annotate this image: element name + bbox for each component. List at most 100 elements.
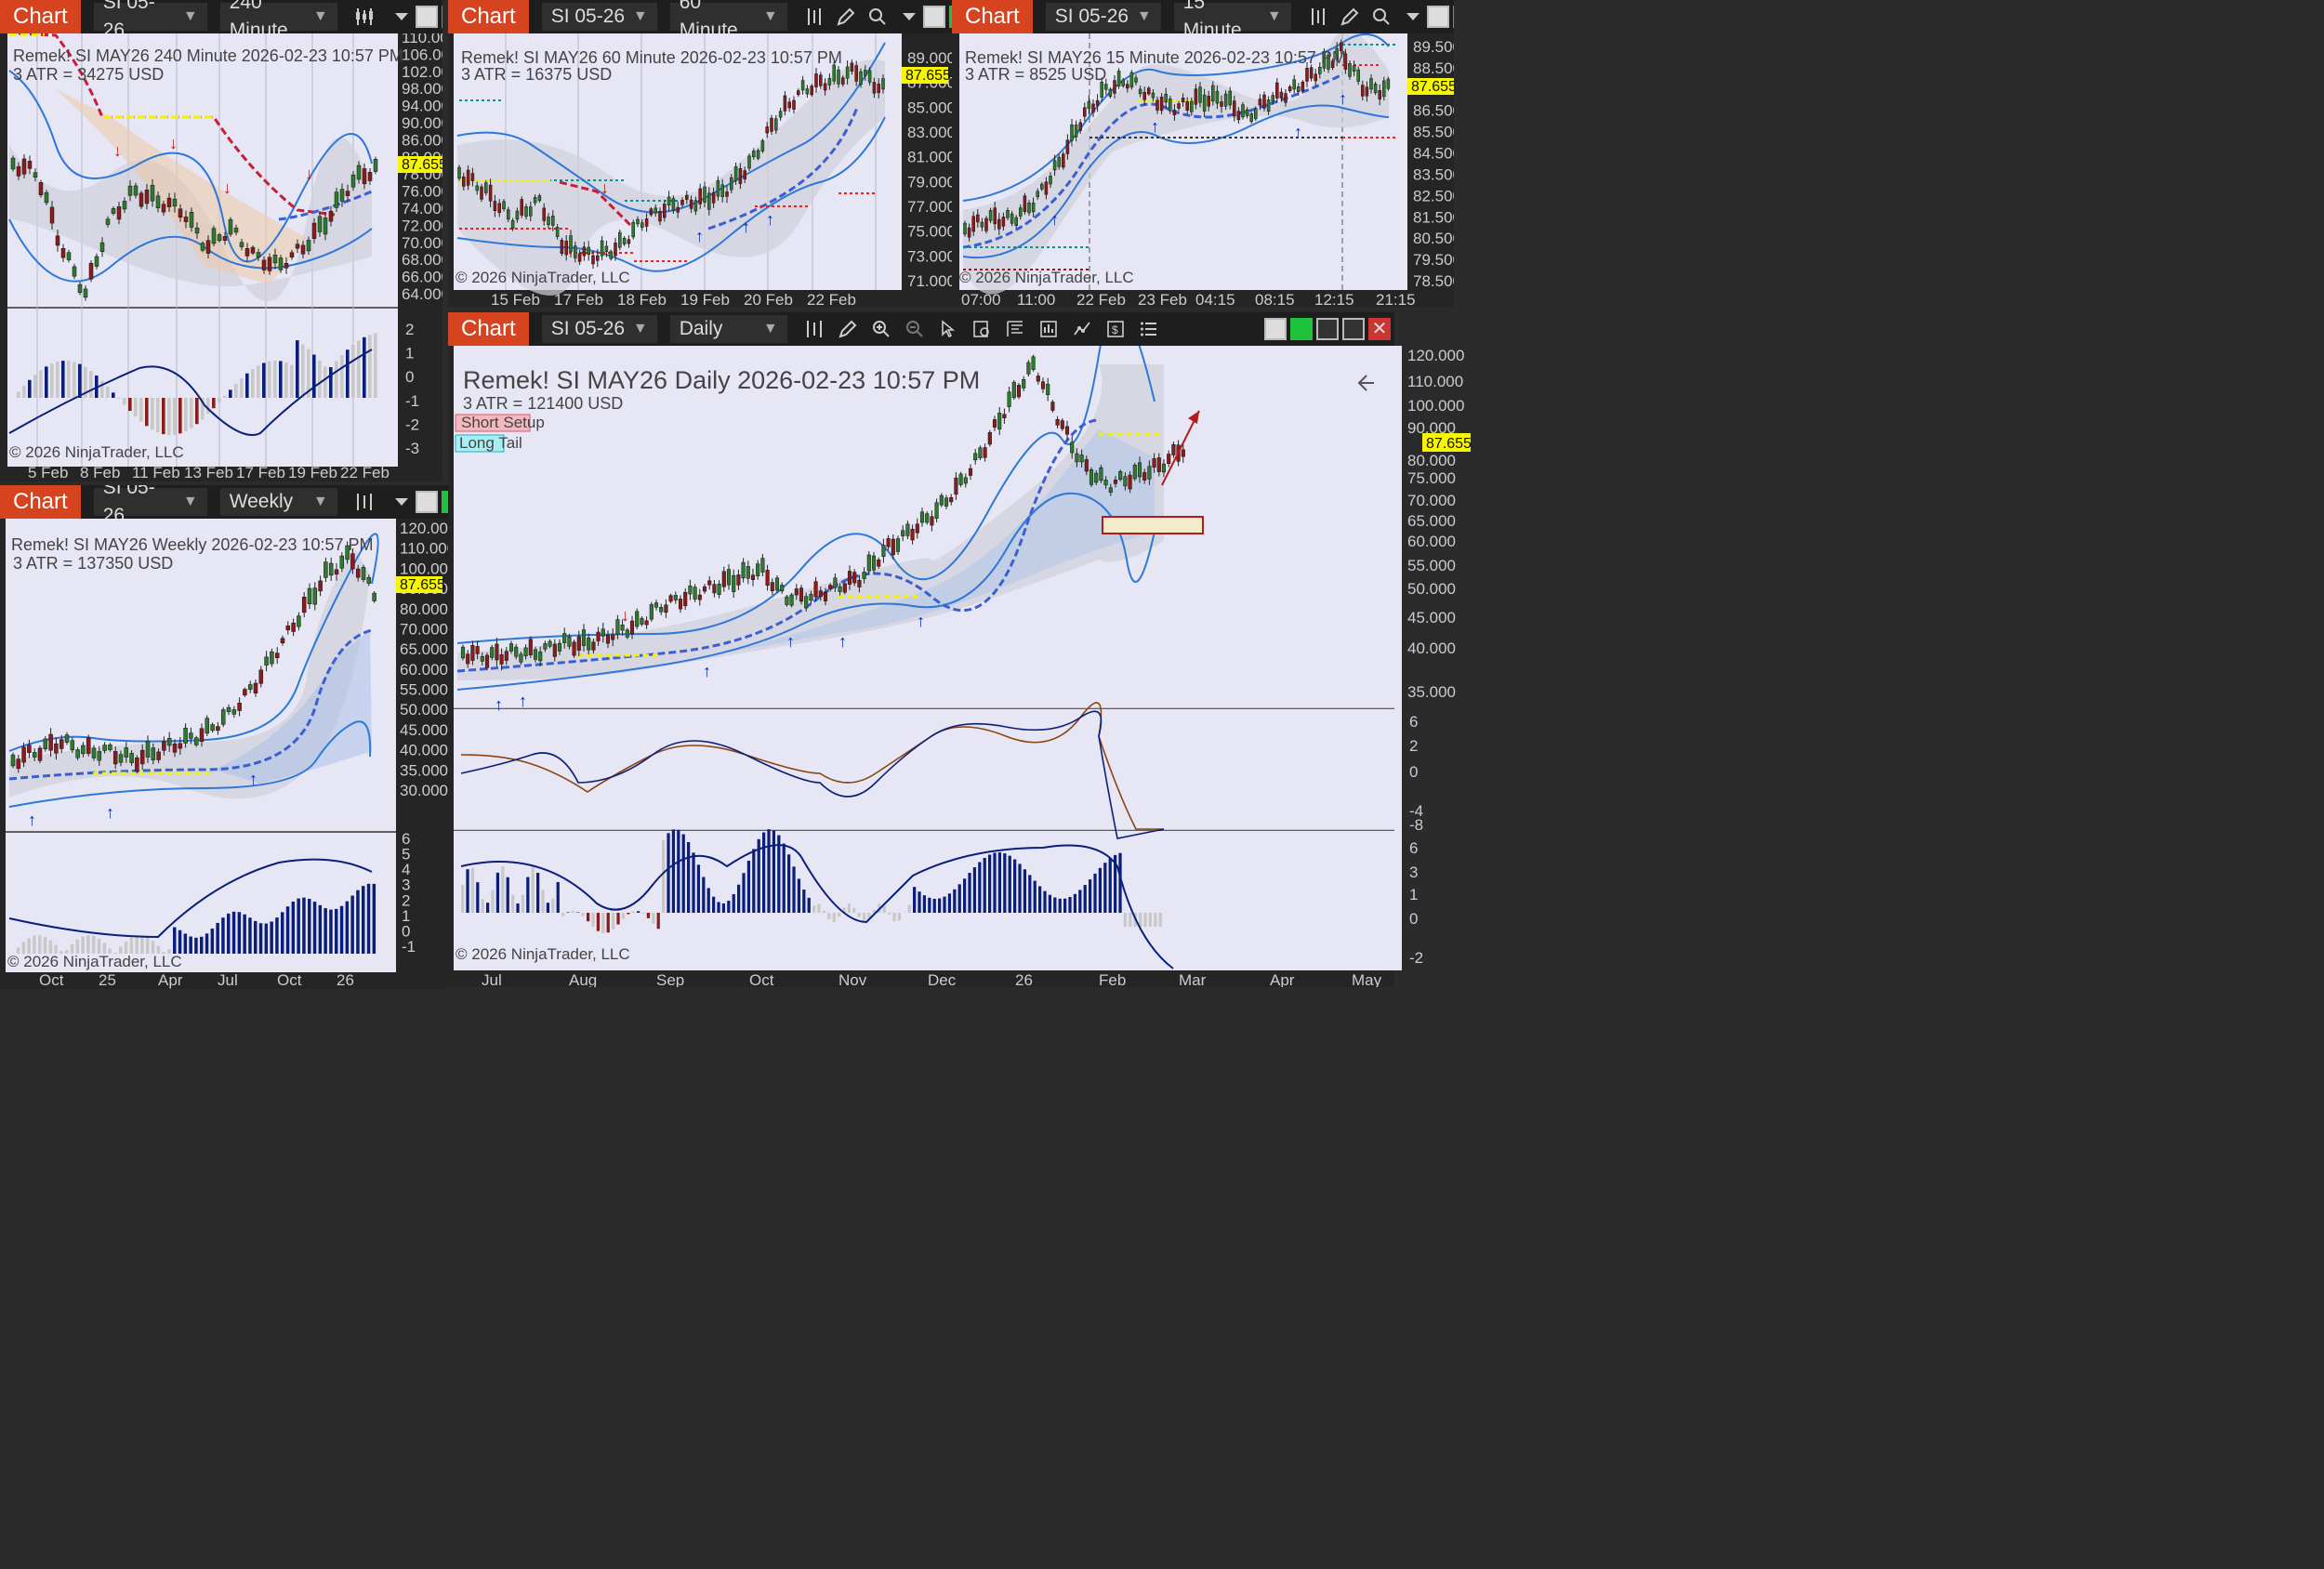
up-arrow: ↑: [1294, 123, 1302, 141]
candle-body: [551, 216, 555, 226]
close-icon[interactable]: ✕: [1368, 318, 1391, 340]
chart-panel[interactable]: ↓ ↓ ↓ ↓ Remek! SI MAY26 240 Minute 2026-02-…: [0, 33, 442, 481]
menu-icon[interactable]: [1135, 315, 1163, 343]
zoom-in-icon[interactable]: [867, 315, 895, 343]
support-zone-box[interactable]: [1102, 516, 1204, 534]
candle-body: [721, 571, 726, 587]
restore-icon[interactable]: [922, 6, 945, 28]
pointer-icon[interactable]: [934, 315, 962, 343]
maximize-icon[interactable]: [1342, 318, 1365, 340]
timeframe-value: Weekly: [229, 491, 294, 512]
oscillator-axis: 6 3 1 0 -2: [1409, 839, 1423, 967]
axis-label: 26: [337, 971, 354, 989]
menu-chevron-icon[interactable]: [388, 488, 416, 516]
instrument-selector[interactable]: SI 05-26 ▼: [541, 3, 657, 31]
chart-style-icon[interactable]: [1035, 315, 1063, 343]
data-box-icon[interactable]: [968, 315, 996, 343]
candlestick-icon[interactable]: [350, 3, 378, 31]
instrument-selector[interactable]: SI 05-26 ▼: [93, 485, 207, 526]
axis-label: Dec: [928, 971, 957, 987]
axis-label: 70.000: [1407, 492, 1456, 509]
candlestick-icon[interactable]: [1304, 3, 1332, 31]
projection-arrow[interactable]: [1161, 410, 1200, 486]
candlestick-icon[interactable]: [350, 488, 378, 516]
menu-chevron-icon[interactable]: [388, 3, 416, 31]
candle-body: [1137, 462, 1142, 478]
candle-body: [520, 199, 523, 216]
restore-icon[interactable]: [1426, 6, 1449, 28]
chart-panel[interactable]: ↑ ↑ ↑ Remek! SI MAY26 Weekly 2026-02-23 10…: [0, 519, 448, 989]
time-axis: 5 Feb 8 Feb 11 Feb 13 Feb 17 Feb 19 Feb 22 Feb: [28, 464, 390, 481]
restore-icon[interactable]: [415, 491, 438, 513]
properties-icon[interactable]: [1001, 315, 1029, 343]
instrument-selector[interactable]: SI 05-26 ▼: [541, 315, 657, 343]
instrument-selector[interactable]: SI 05-26 ▼: [1045, 3, 1161, 31]
chart-tab[interactable]: Chart: [952, 0, 1033, 33]
candle-body: [72, 266, 77, 277]
candle-body: [1314, 73, 1317, 82]
axis-label: 110.000: [1407, 373, 1463, 390]
histogram-bar: [637, 911, 640, 913]
chart-panel[interactable]: ↑ ↑ ↑ ↑ ↑ ↑ ↓ Remek! SI MAY26 Daily 2026-02-2…: [448, 346, 1394, 987]
histogram-bar: [264, 923, 269, 954]
chart-panel[interactable]: ↑ ↑ ↑ ↑ Remek! SI MAY26 15 Minute 2026-02-2…: [952, 33, 1454, 307]
indicators-icon[interactable]: [1068, 315, 1096, 343]
candle-body: [1271, 95, 1274, 102]
strategies-icon[interactable]: $: [1102, 315, 1129, 343]
zoom-in-icon[interactable]: [1367, 3, 1395, 31]
restore-icon[interactable]: [415, 6, 438, 28]
candle-body: [1245, 109, 1249, 116]
timeframe-selector[interactable]: 15 Minute ▼: [1173, 0, 1291, 41]
price-tag: [902, 67, 948, 84]
candlestick-icon[interactable]: [800, 3, 828, 31]
link-icon[interactable]: [441, 491, 448, 513]
back-arrow-icon[interactable]: [1357, 375, 1374, 391]
menu-chevron-icon[interactable]: [895, 3, 923, 31]
axis-label: 55.000: [400, 681, 448, 699]
chart-panel[interactable]: ↑ ↑ ↑ ↓ Remek! SI MAY26 60 Minute 2026-02-…: [448, 33, 952, 307]
candle-body: [627, 239, 631, 244]
candle-body: [1169, 99, 1172, 112]
histogram-bar: [787, 854, 791, 913]
candle-body: [1155, 99, 1159, 111]
minimize-icon[interactable]: [1316, 318, 1339, 340]
link-icon[interactable]: [1290, 318, 1313, 340]
histogram-bar: [863, 913, 866, 922]
drawing-tool-icon[interactable]: [1336, 3, 1364, 31]
candle-body: [659, 607, 664, 613]
axis-label: 86.000: [402, 131, 442, 149]
candle-body: [596, 255, 600, 261]
link-icon[interactable]: [1452, 6, 1454, 28]
candle-body: [548, 640, 552, 647]
candle-body: [547, 217, 550, 226]
instrument-selector[interactable]: SI 05-26 ▼: [93, 0, 207, 41]
histogram-bar: [671, 829, 676, 913]
candle-body: [237, 703, 242, 711]
axis-label: 22 Feb: [807, 291, 856, 307]
axis-label: Nov: [838, 971, 867, 987]
chart-tab[interactable]: Chart: [0, 485, 81, 519]
histogram-bar: [201, 398, 205, 420]
timeframe-selector[interactable]: Daily ▼: [669, 315, 787, 343]
histogram-bar: [1063, 898, 1067, 913]
chart-tab[interactable]: Chart: [448, 312, 529, 346]
drawing-tool-icon[interactable]: [834, 315, 862, 343]
chart-tab[interactable]: Chart: [448, 0, 529, 33]
timeframe-selector[interactable]: Weekly ▼: [219, 488, 337, 516]
menu-chevron-icon[interactable]: [1399, 3, 1427, 31]
timeframe-selector[interactable]: 240 Minute ▼: [219, 0, 337, 41]
timeframe-selector[interactable]: 60 Minute ▼: [669, 0, 787, 41]
candle-body: [881, 78, 885, 90]
histogram-bar: [357, 340, 361, 398]
candlestick-icon[interactable]: [800, 315, 828, 343]
chart-tab[interactable]: Chart: [0, 0, 81, 33]
histogram-bar: [1129, 913, 1132, 927]
drawing-tool-icon[interactable]: [832, 3, 860, 31]
candle-body: [577, 253, 582, 262]
histogram-bar: [50, 363, 54, 398]
zoom-in-icon[interactable]: [864, 3, 891, 31]
restore-icon[interactable]: [1264, 318, 1287, 340]
zoom-out-icon[interactable]: [901, 315, 929, 343]
link-icon[interactable]: [948, 6, 952, 28]
histogram-bar: [928, 897, 931, 913]
